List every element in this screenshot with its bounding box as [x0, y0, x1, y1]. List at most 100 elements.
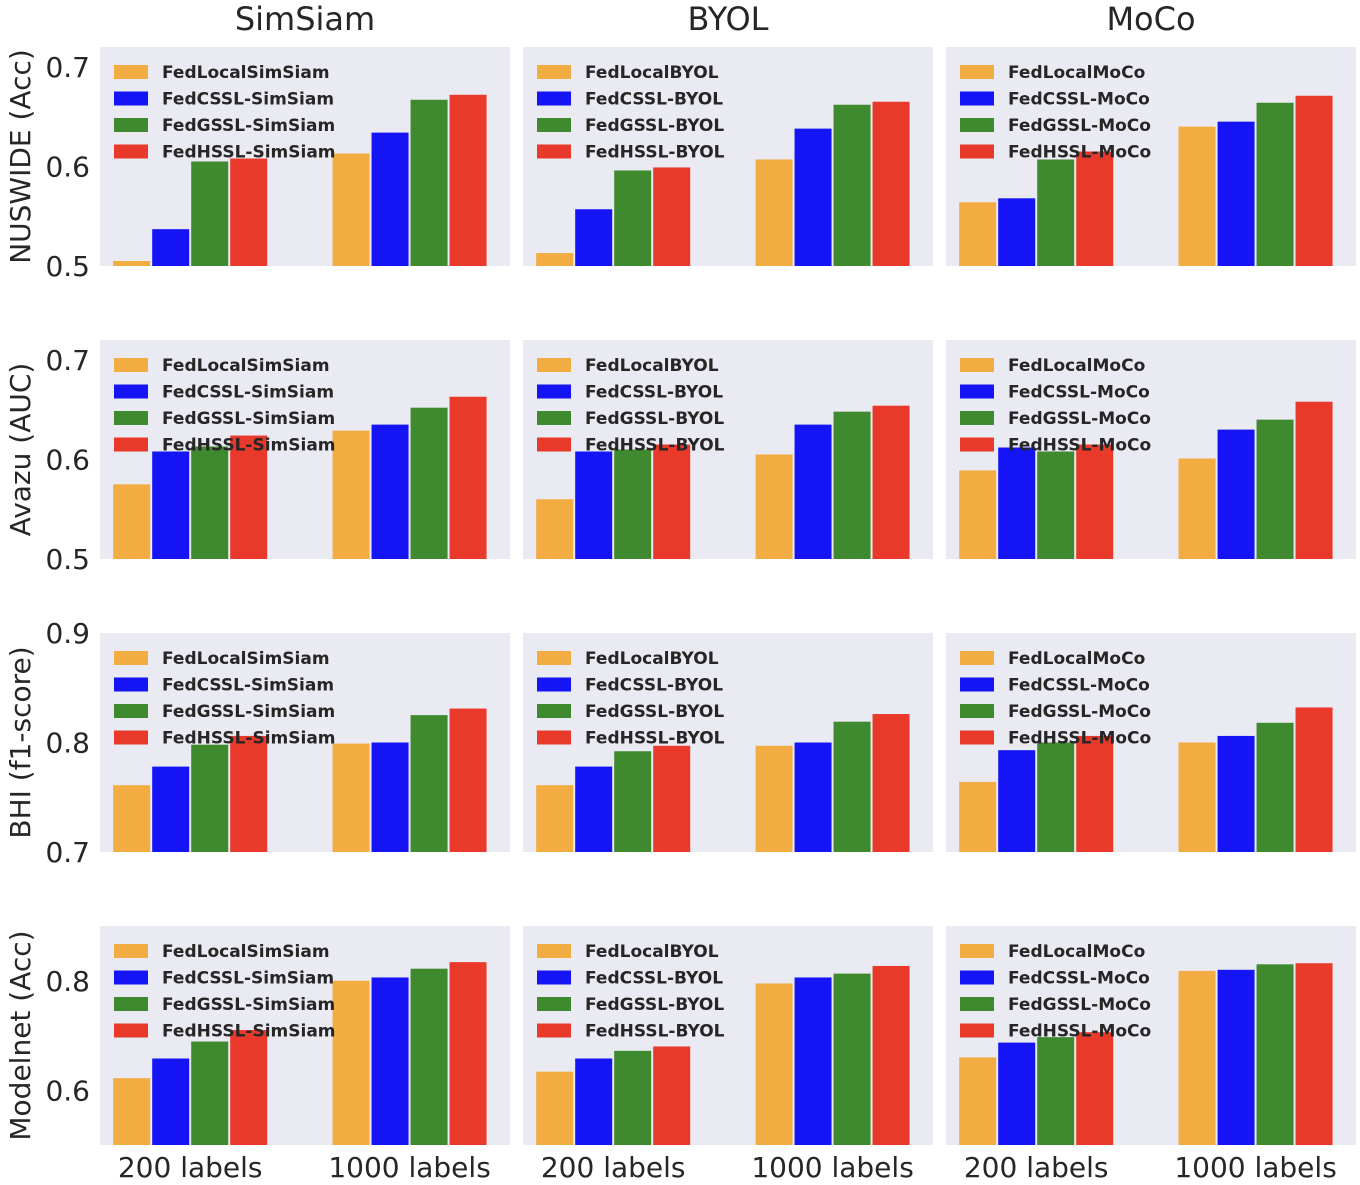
legend-swatch	[114, 704, 148, 718]
x-tick-label: 1000 labels	[751, 1151, 913, 1180]
bar	[191, 1041, 229, 1145]
bar	[1295, 95, 1333, 266]
legend-label: FedHSSL-SimSiam	[162, 436, 336, 456]
bar	[794, 128, 832, 266]
legend-swatch	[537, 65, 571, 79]
bar	[1256, 964, 1294, 1145]
bar	[653, 745, 691, 852]
bar	[113, 484, 151, 559]
bar	[449, 962, 487, 1145]
row-label: Avazu (AUC)	[4, 363, 37, 537]
bar	[230, 1030, 268, 1145]
bar	[959, 470, 997, 559]
y-tick-label: 0.6	[45, 150, 90, 183]
bar	[536, 785, 574, 852]
legend-swatch	[114, 677, 148, 692]
legend-swatch	[960, 651, 994, 665]
legend-swatch	[960, 1023, 994, 1038]
bar	[1178, 970, 1216, 1145]
bar	[449, 94, 487, 266]
bar	[1178, 126, 1216, 267]
legend-label: FedLocalMoCo	[1008, 942, 1145, 962]
legend-label: FedLocalBYOL	[585, 649, 719, 669]
legend-label: FedLocalSimSiam	[162, 356, 330, 376]
bar	[959, 202, 997, 266]
bar	[872, 405, 910, 559]
legend-swatch	[960, 384, 994, 399]
bar	[755, 454, 793, 559]
legend-swatch	[114, 651, 148, 665]
legend-swatch	[960, 411, 994, 425]
legend-swatch	[960, 677, 994, 692]
bar	[1295, 963, 1333, 1145]
y-tick-label: 0.7	[45, 344, 90, 377]
legend-swatch	[114, 358, 148, 372]
x-tick-label: 1000 labels	[1174, 1151, 1336, 1180]
bar	[1076, 735, 1114, 852]
legend-label: FedCSSL-BYOL	[585, 90, 723, 110]
legend-swatch	[960, 358, 994, 372]
legend-swatch	[960, 997, 994, 1011]
row-label: Modelnet (Acc)	[4, 930, 37, 1140]
column-title: BYOL	[687, 0, 768, 38]
legend-label: FedCSSL-MoCo	[1008, 969, 1150, 989]
legend-label: FedHSSL-MoCo	[1008, 143, 1151, 163]
bar	[410, 99, 448, 266]
y-tick-label: 0.7	[45, 836, 90, 869]
bar	[536, 253, 574, 266]
legend-label: FedGSSL-SimSiam	[162, 116, 335, 136]
legend-swatch	[537, 730, 571, 745]
bar	[872, 714, 910, 852]
bar	[959, 1057, 997, 1145]
bar	[371, 977, 409, 1145]
bar	[998, 447, 1036, 559]
legend-label: FedGSSL-SimSiam	[162, 995, 335, 1015]
bar	[575, 766, 613, 852]
legend-swatch	[537, 118, 571, 132]
legend-swatch	[114, 437, 148, 452]
legend-swatch	[114, 1023, 148, 1038]
bar	[191, 446, 229, 559]
legend-label: FedGSSL-SimSiam	[162, 702, 335, 722]
bar	[794, 977, 832, 1145]
y-tick-label: 0.5	[45, 543, 90, 576]
legend-label: FedHSSL-BYOL	[585, 729, 725, 749]
legend-swatch	[114, 970, 148, 985]
bar	[1217, 735, 1255, 852]
bar	[575, 209, 613, 266]
legend-label: FedGSSL-MoCo	[1008, 995, 1151, 1015]
bar	[614, 170, 652, 266]
legend-swatch	[537, 437, 571, 452]
bar	[332, 980, 370, 1145]
legend-label: FedLocalMoCo	[1008, 356, 1145, 376]
bar	[755, 983, 793, 1145]
legend-label: FedGSSL-BYOL	[585, 409, 724, 429]
legend-label: FedCSSL-SimSiam	[162, 90, 334, 110]
legend-label: FedCSSL-SimSiam	[162, 969, 334, 989]
bar	[332, 153, 370, 266]
bar	[152, 1058, 190, 1145]
column-title: MoCo	[1106, 0, 1195, 38]
bar	[332, 743, 370, 852]
bar	[1295, 707, 1333, 852]
bar	[536, 1071, 574, 1145]
bar	[794, 742, 832, 852]
bar	[833, 411, 871, 559]
bar	[755, 745, 793, 852]
legend-label: FedHSSL-MoCo	[1008, 1022, 1151, 1042]
bar	[113, 261, 151, 266]
legend-swatch	[537, 144, 571, 159]
legend-label: FedLocalMoCo	[1008, 649, 1145, 669]
legend-swatch	[114, 65, 148, 79]
bar	[449, 708, 487, 852]
bar	[1256, 419, 1294, 559]
bar	[614, 751, 652, 852]
bar	[575, 1058, 613, 1145]
legend-swatch	[114, 144, 148, 159]
bar	[1076, 1032, 1114, 1145]
bar	[152, 229, 190, 266]
bar	[1037, 451, 1075, 559]
bar	[410, 407, 448, 559]
bar	[113, 1078, 151, 1145]
